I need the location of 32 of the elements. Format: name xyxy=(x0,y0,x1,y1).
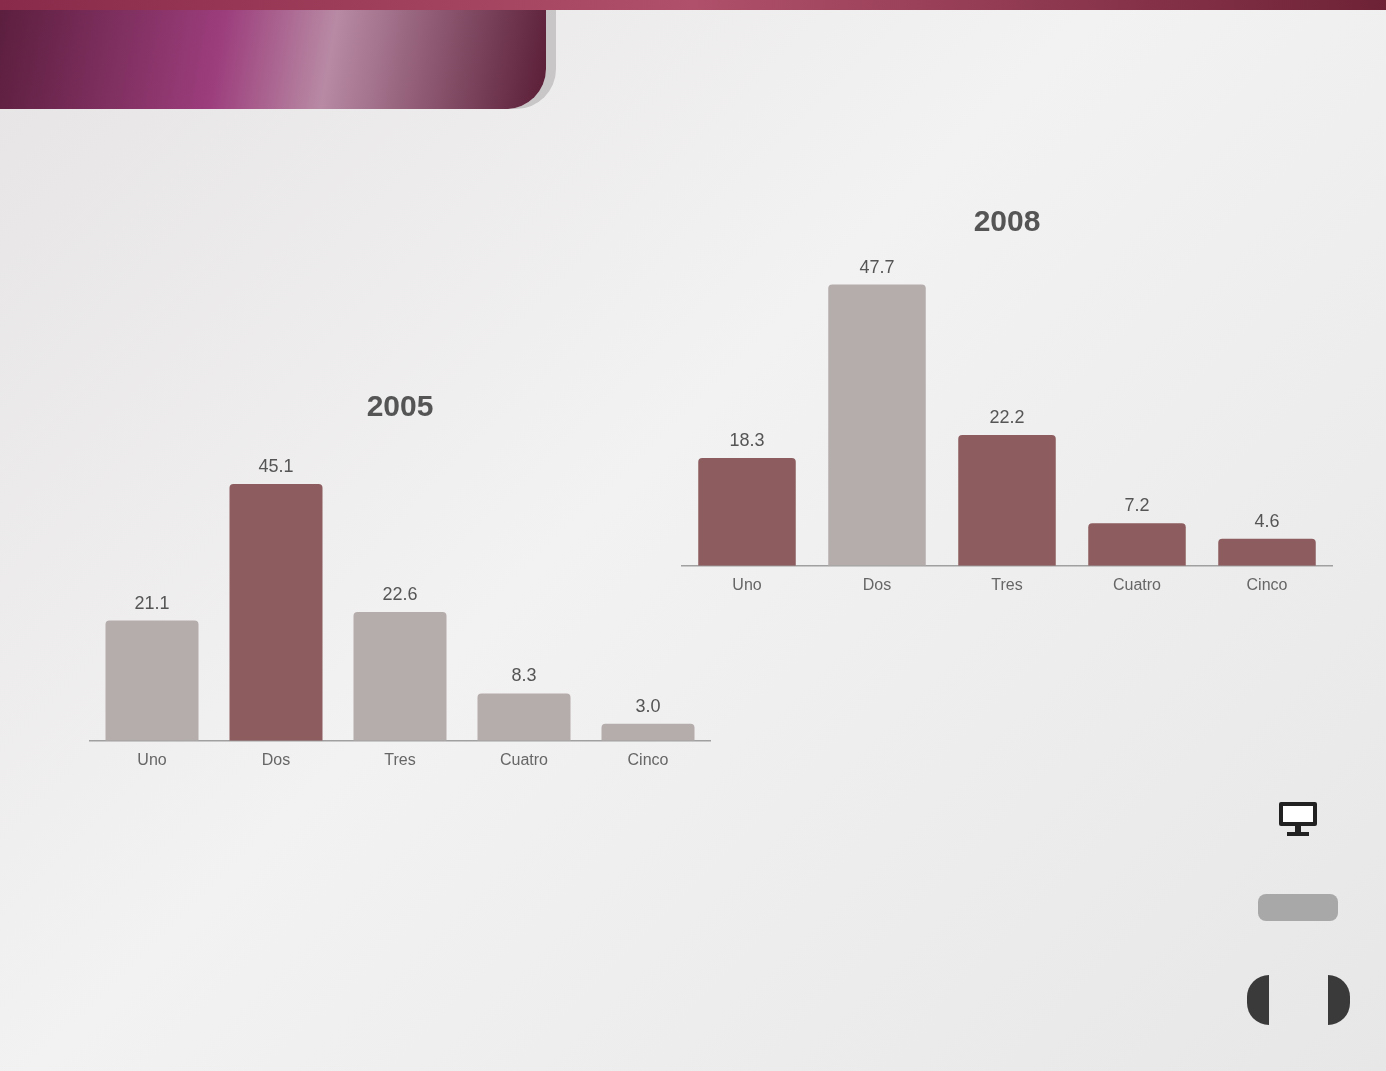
data-label: 3.0 xyxy=(635,695,661,716)
data-label: 22.2 xyxy=(989,406,1025,427)
chart-title: 2005 xyxy=(366,389,434,423)
data-label: 18.3 xyxy=(729,429,765,450)
data-label: 47.7 xyxy=(859,256,895,277)
bar xyxy=(1218,538,1316,566)
bar xyxy=(1088,523,1186,566)
x-tick-label: Uno xyxy=(137,750,167,768)
data-label: 45.1 xyxy=(258,455,294,476)
bar xyxy=(105,620,199,741)
chart-title: 2008 xyxy=(973,204,1041,238)
bar xyxy=(601,723,695,741)
bar xyxy=(477,693,571,741)
x-tick-label: Tres xyxy=(991,575,1023,593)
data-label: 7.2 xyxy=(1124,495,1150,516)
x-tick-label: Dos xyxy=(862,575,892,593)
x-tick-label: Cinco xyxy=(627,750,669,768)
x-tick-label: Cuatro xyxy=(499,750,549,768)
x-tick-label: Uno xyxy=(732,575,762,593)
data-label: 8.3 xyxy=(511,665,537,686)
x-tick-label: Cinco xyxy=(1246,575,1288,593)
bar xyxy=(353,612,447,741)
bar xyxy=(958,434,1056,566)
data-label: 4.6 xyxy=(1254,510,1280,531)
x-tick-label: Tres xyxy=(384,750,416,768)
data-label: 22.6 xyxy=(382,584,418,605)
bar xyxy=(828,284,926,566)
bar xyxy=(229,483,323,741)
x-tick-label: Dos xyxy=(261,750,291,768)
x-tick-label: Cuatro xyxy=(1112,575,1162,593)
bar xyxy=(698,457,796,566)
data-label: 21.1 xyxy=(134,592,170,613)
